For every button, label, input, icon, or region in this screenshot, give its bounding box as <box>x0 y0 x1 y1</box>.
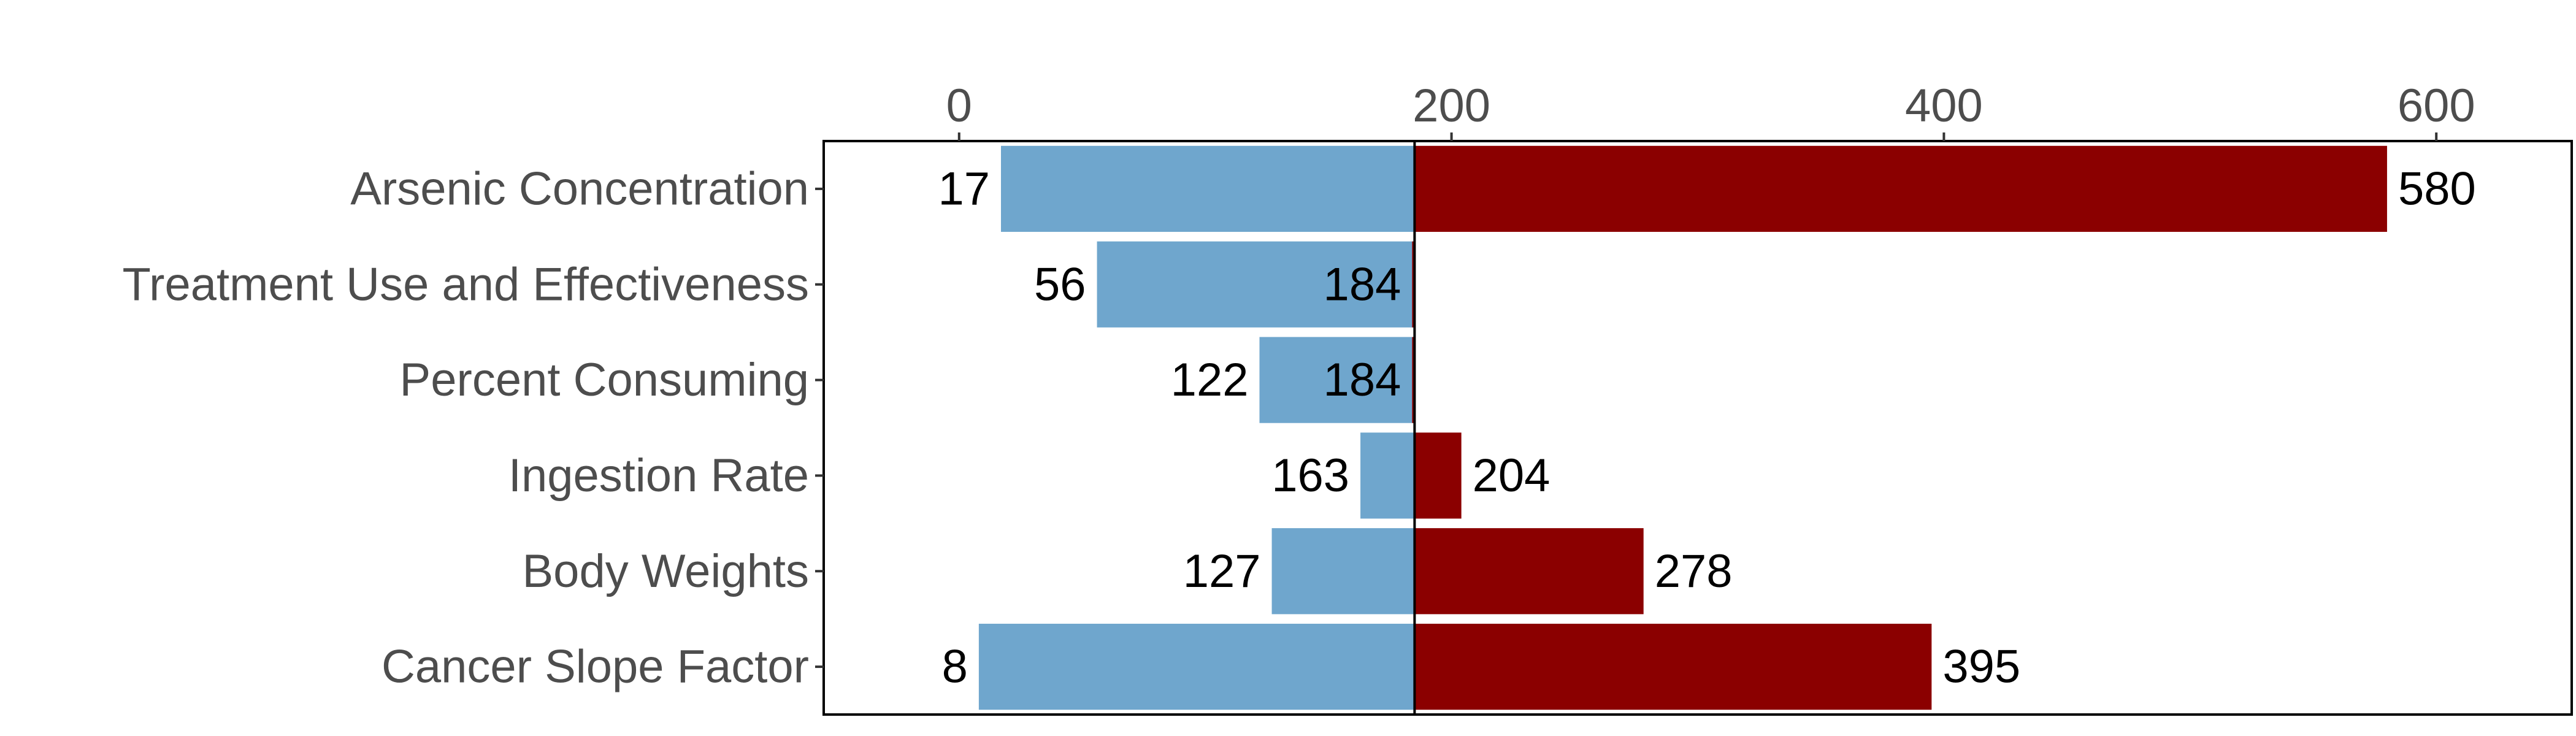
data-label-low-4: 163 <box>1271 450 1349 502</box>
panel-border <box>822 140 2573 716</box>
bar-low-4 <box>1360 432 1415 519</box>
x-tick-label-1: 0 <box>946 80 972 132</box>
bar-high-6 <box>1414 623 1932 710</box>
data-label-low-6: 8 <box>942 641 968 693</box>
bar-low-5 <box>1271 528 1415 615</box>
data-label-low-5: 127 <box>1183 545 1261 597</box>
data-label-high-1: 580 <box>2398 163 2476 215</box>
bar-high-2 <box>1412 241 1415 328</box>
x-tick-label-3: 400 <box>1905 80 1983 132</box>
category-label-4: Ingestion Rate <box>508 450 809 502</box>
category-label-1: Arsenic Concentration <box>350 163 809 215</box>
data-label-high-5: 278 <box>1655 545 1733 597</box>
bar-low-3 <box>1259 337 1415 423</box>
category-label-6: Cancer Slope Factor <box>381 641 809 693</box>
data-label-high-4: 204 <box>1473 450 1551 502</box>
bar-low-1 <box>1001 145 1415 232</box>
x-axis: 0 200 400 600 <box>946 80 2475 141</box>
data-label-low-3: 122 <box>1171 354 1249 406</box>
bar-low-2 <box>1097 241 1415 328</box>
data-label-high-2: 184 <box>1324 258 1401 310</box>
x-tick-label-2: 200 <box>1413 80 1490 132</box>
bar-high-3 <box>1412 337 1415 423</box>
data-label-low-2: 56 <box>1034 258 1086 310</box>
bar-high-5 <box>1414 528 1644 615</box>
bars-layer <box>978 145 2387 710</box>
data-label-low-1: 17 <box>938 163 990 215</box>
data-label-high-6: 395 <box>1942 641 2020 693</box>
category-label-2: Treatment Use and Effectiveness <box>123 258 809 310</box>
y-axis: Arsenic Concentration Treatment Use and E… <box>123 163 824 693</box>
data-label-high-3: 184 <box>1324 354 1401 406</box>
category-label-5: Body Weights <box>522 545 809 597</box>
bar-low-6 <box>978 623 1415 710</box>
bar-high-1 <box>1414 145 2387 232</box>
data-labels-layer: 17 580 56 184 122 184 163 204 127 278 8 395 <box>938 163 2475 692</box>
category-label-3: Percent Consuming <box>400 354 809 406</box>
x-tick-label-4: 600 <box>2398 80 2475 132</box>
bar-high-4 <box>1414 432 1462 519</box>
